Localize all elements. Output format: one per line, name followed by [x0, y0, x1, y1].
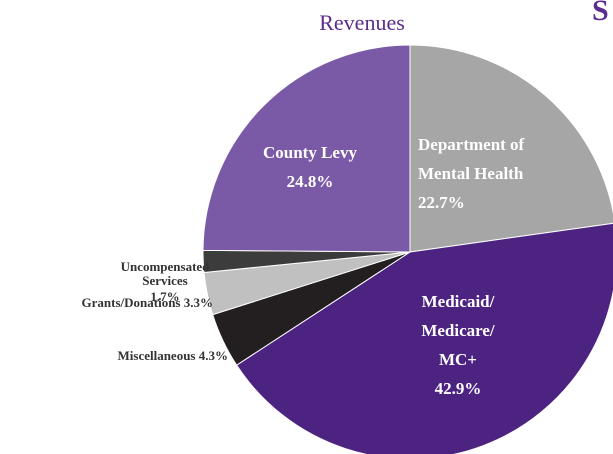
slice-category: Miscellaneous: [117, 348, 196, 363]
pie-slice: [202, 44, 411, 253]
chart-title: Revenues: [319, 10, 405, 35]
slice-category: Department of Mental Health: [418, 135, 525, 183]
slice-value: 4.3%: [198, 348, 228, 363]
slice-category: Medicaid/ Medicare/ MC+: [421, 292, 495, 369]
slice-value: 42.9%: [434, 379, 482, 398]
heading: S: [592, 0, 609, 27]
slice-category: County Levy: [263, 143, 357, 162]
slice-category: Uncompensated Services: [120, 259, 210, 288]
slice-category: Grants/Donations: [81, 295, 181, 310]
slice-value: 3.3%: [183, 295, 213, 310]
slice-value: 24.8%: [286, 172, 334, 191]
pie-slice: [235, 222, 613, 454]
slice-label: Miscellaneous 4.3%: [118, 349, 229, 363]
slice-value: 1.7%: [150, 289, 180, 304]
slice-label: Grants/Donations 3.3%: [82, 296, 213, 310]
slice-value: 22.7%: [418, 193, 465, 212]
pie-slice: [409, 44, 613, 253]
